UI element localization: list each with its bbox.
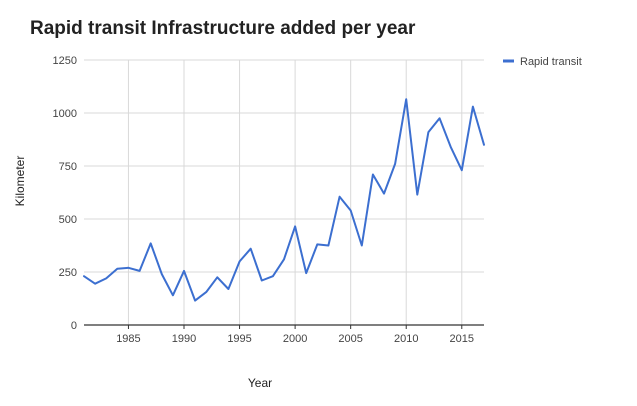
y-tick-label: 500 bbox=[59, 214, 77, 226]
x-tick-label: 1990 bbox=[172, 333, 196, 345]
legend: Rapid transit bbox=[503, 56, 582, 68]
y-tick-label: 750 bbox=[59, 161, 77, 173]
x-axis-title: Year bbox=[248, 376, 272, 390]
chart-title: Rapid transit Infrastructure added per y… bbox=[30, 18, 416, 39]
y-tick-label: 1250 bbox=[53, 55, 77, 67]
y-tick-label: 0 bbox=[71, 320, 77, 332]
grid-lines bbox=[84, 59, 484, 325]
x-tick-label: 1985 bbox=[116, 333, 140, 345]
y-tick-label: 250 bbox=[59, 267, 77, 279]
axes: 0 250 500 750 1000 1250 1985 1990 1995 2000 2005 20… bbox=[53, 55, 484, 345]
x-tick-label: 2015 bbox=[450, 333, 474, 345]
series-layer bbox=[83, 98, 485, 302]
y-axis-title: Kilometer bbox=[13, 156, 27, 207]
x-tick-label: 1995 bbox=[227, 333, 251, 345]
x-tick-label: 2010 bbox=[394, 333, 418, 345]
x-tick-label: 2005 bbox=[338, 333, 362, 345]
series-line-0 bbox=[83, 98, 485, 302]
legend-label: Rapid transit bbox=[520, 56, 582, 68]
y-tick-label: 1000 bbox=[53, 108, 77, 120]
x-tick-label: 2000 bbox=[283, 333, 307, 345]
